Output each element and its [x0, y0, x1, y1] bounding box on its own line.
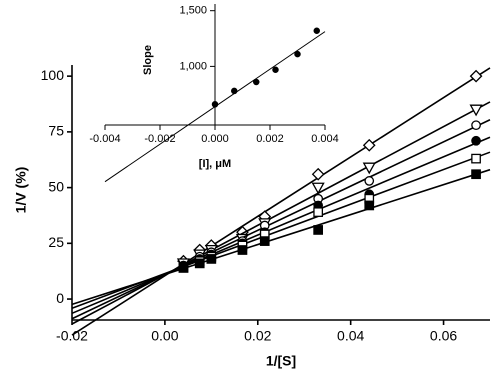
fit-line	[71, 136, 491, 315]
y-tick-label: 50	[48, 178, 64, 194]
point	[362, 162, 376, 175]
point	[206, 254, 217, 264]
point	[178, 262, 189, 273]
point	[230, 87, 238, 95]
fit-line	[71, 67, 491, 336]
x-tick-label: -0.002	[144, 133, 175, 145]
point	[313, 27, 320, 34]
x-tick-label: 0.002	[256, 133, 284, 145]
fit-line	[71, 101, 491, 325]
y-tick-label: 0	[56, 290, 64, 306]
y-tick-label: 100	[41, 67, 65, 83]
fit-line	[71, 168, 491, 306]
y-tick-label: 1,500	[179, 5, 207, 17]
point	[469, 69, 483, 83]
x-tick-label: -0.02	[56, 328, 88, 344]
x-axis-label: [I], μM	[199, 158, 231, 170]
point	[471, 120, 481, 131]
point	[294, 50, 301, 58]
y-axis-label: 1/V (%)	[13, 167, 29, 214]
x-tick-label: 0.02	[244, 328, 271, 344]
x-tick-label: -0.004	[89, 133, 120, 145]
point	[471, 153, 481, 164]
point	[194, 258, 205, 269]
x-tick-label: 0.000	[201, 133, 229, 145]
x-tick-label: 0.004	[311, 133, 339, 145]
point	[311, 167, 325, 181]
point	[311, 182, 325, 195]
point	[259, 236, 270, 246]
y-tick-label: 1,000	[179, 60, 207, 72]
y-tick-label: 25	[48, 234, 64, 250]
x-tick-label: 0.04	[337, 328, 364, 344]
x-axis-label: 1/[S]	[266, 353, 296, 369]
fit-line	[71, 119, 491, 320]
point	[469, 104, 483, 117]
point	[211, 101, 219, 108]
x-tick-label: 0.06	[430, 328, 457, 344]
point	[471, 169, 481, 180]
point	[313, 225, 324, 235]
point	[237, 245, 248, 255]
point	[364, 200, 375, 211]
point	[272, 66, 279, 73]
point	[471, 135, 481, 146]
point	[252, 78, 260, 86]
y-axis-label: Slope	[142, 45, 154, 75]
point	[364, 176, 375, 186]
point	[313, 207, 324, 217]
y-tick-label: 75	[48, 123, 64, 139]
x-tick-label: 0.00	[151, 328, 178, 344]
point	[362, 138, 376, 152]
